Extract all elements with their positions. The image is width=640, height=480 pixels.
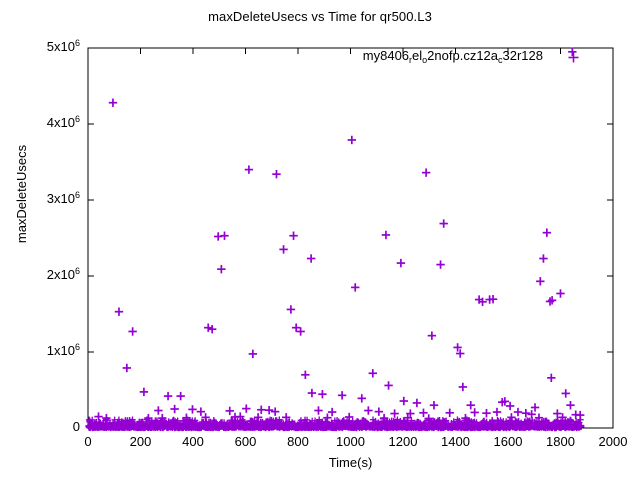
axes-frame — [87, 47, 614, 429]
y-tick-label: 1x106 — [46, 342, 80, 358]
x-tick-label: 0 — [84, 434, 92, 449]
x-axis-label: Time(s) — [328, 455, 373, 470]
axis-ticks — [87, 47, 614, 429]
y-tick-label: 2x106 — [46, 266, 80, 282]
chart-title: maxDeleteUsecs vs Time for qr500.L3 — [208, 9, 432, 24]
x-tick-label: 1200 — [388, 434, 418, 449]
legend-marker-icon — [568, 52, 579, 63]
x-tick-label: 600 — [234, 434, 257, 449]
x-tick-label: 1000 — [336, 434, 365, 449]
x-tick-label: 1400 — [441, 434, 470, 449]
legend-series-label: my8406relo2nofp.cz12ac32r128 — [362, 48, 543, 65]
x-tick-label: 400 — [182, 434, 204, 449]
x-tick-label: 1600 — [493, 434, 523, 449]
x-tick-label: 2000 — [598, 434, 628, 449]
y-tick-label: 3x106 — [46, 190, 80, 206]
y-tick-label: 0 — [72, 419, 80, 434]
y-tick-label: 5x106 — [46, 38, 80, 54]
x-tick-label: 1800 — [546, 434, 575, 449]
y-tick-label: 4x106 — [46, 114, 80, 130]
x-tick-label: 200 — [129, 434, 152, 449]
x-tick-label: 800 — [287, 434, 309, 449]
data-points — [85, 47, 585, 432]
